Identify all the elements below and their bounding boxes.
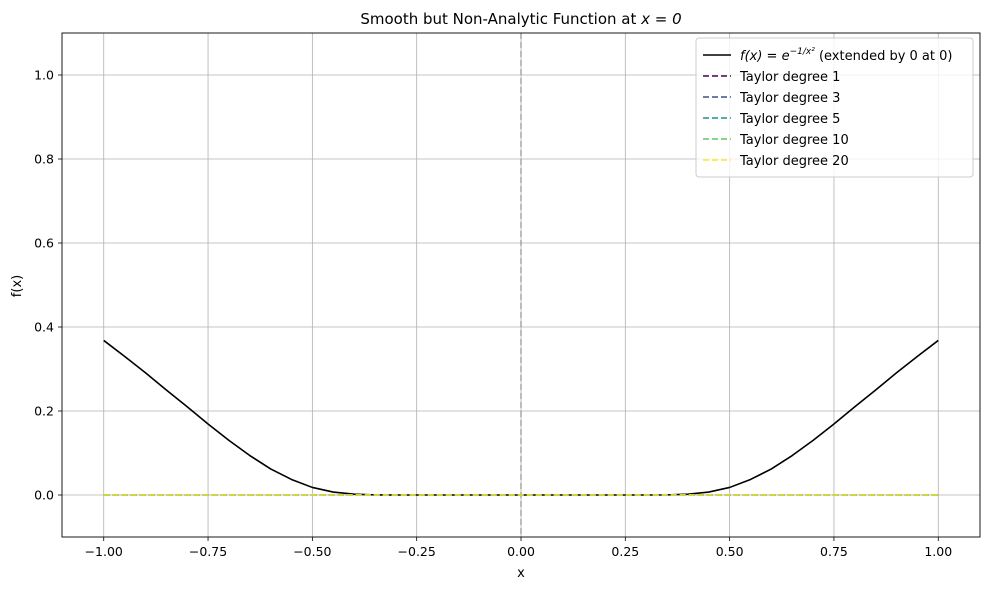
legend-label: Taylor degree 10: [739, 133, 849, 148]
legend-suffix: (extended by 0 at 0): [815, 49, 953, 64]
x-tick-label: 0.00: [507, 544, 535, 559]
legend-box: [695, 37, 974, 178]
x-axis-label: x: [517, 566, 525, 581]
legend-math-main: f(x) = e: [740, 49, 790, 64]
chart-title-math: x = 0: [640, 10, 682, 28]
legend-label: Taylor degree 1: [739, 70, 840, 85]
legend: f(x) = e−1/x² (extended by 0 at 0) Taylor…: [695, 37, 974, 178]
x-tick-label: −0.75: [189, 544, 227, 559]
y-tick-label: 0.8: [34, 152, 54, 167]
y-tick-label: 0.6: [34, 236, 54, 251]
y-tick-label: 0.4: [34, 320, 54, 335]
y-tick-label: 0.0: [34, 488, 54, 503]
legend-label: Taylor degree 3: [739, 91, 840, 106]
legend-math-exponent: −1/x²: [790, 47, 816, 57]
x-tick-label: −0.25: [398, 544, 436, 559]
x-tick-label: 0.75: [820, 544, 848, 559]
x-tick-label: 0.50: [716, 544, 744, 559]
legend-label: Taylor degree 5: [739, 112, 840, 127]
x-tick-label: −1.00: [85, 544, 123, 559]
y-axis-label: f(x): [10, 275, 25, 297]
y-tick-label: 1.0: [34, 68, 54, 83]
chart-title: Smooth but Non-Analytic Function at x = …: [360, 10, 681, 28]
legend-label: f(x) = e−1/x² (extended by 0 at 0): [740, 47, 952, 64]
chart-title-text: Smooth but Non-Analytic Function at: [360, 10, 641, 28]
legend-entries: f(x) = e−1/x² (extended by 0 at 0) Taylor…: [703, 47, 952, 169]
y-tick-label: 0.2: [34, 404, 54, 419]
legend-label: Taylor degree 20: [739, 154, 849, 169]
tick-layer: −1.00 −0.75 −0.50 −0.25 0.00 0.25 0.50 0.75 1.00…: [34, 68, 952, 560]
x-tick-label: 1.00: [924, 544, 952, 559]
series-layer: [103, 339, 939, 496]
x-tick-label: 0.25: [611, 544, 639, 559]
x-tick-label: −0.50: [293, 544, 331, 559]
